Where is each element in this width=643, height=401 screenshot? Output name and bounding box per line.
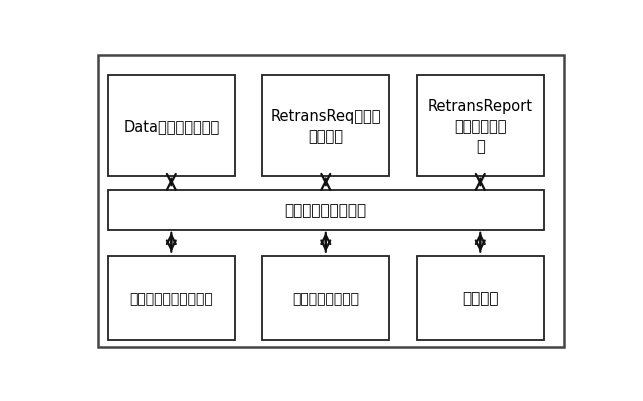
Text: RetransReq数据包
处理模块: RetransReq数据包 处理模块 xyxy=(271,109,381,144)
Bar xyxy=(417,76,544,176)
Bar xyxy=(417,257,544,340)
Bar xyxy=(108,190,544,230)
Text: 内容存储队列模块: 内容存储队列模块 xyxy=(293,291,359,305)
Text: Data数据包处理模块: Data数据包处理模块 xyxy=(123,119,219,134)
Bar xyxy=(108,76,235,176)
Bar xyxy=(262,257,390,340)
Text: 物理端口: 物理端口 xyxy=(462,291,498,306)
Text: 基本数据包处理模块: 基本数据包处理模块 xyxy=(285,203,367,218)
Text: 多路径转发状态表模块: 多路径转发状态表模块 xyxy=(129,291,213,305)
Text: RetransReport
数据包处理模
块: RetransReport 数据包处理模 块 xyxy=(428,99,533,153)
Bar xyxy=(262,76,390,176)
Bar xyxy=(108,257,235,340)
